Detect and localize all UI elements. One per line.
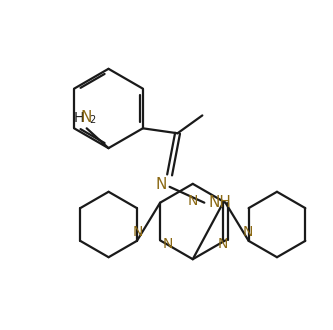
Text: H: H <box>73 111 84 125</box>
Text: N: N <box>156 177 167 192</box>
Text: N: N <box>242 225 253 239</box>
Text: 2: 2 <box>90 115 96 125</box>
Text: N: N <box>163 237 173 251</box>
Text: N: N <box>217 237 228 251</box>
Text: N: N <box>133 225 143 239</box>
Text: N: N <box>187 194 198 208</box>
Text: N: N <box>81 110 92 125</box>
Text: NH: NH <box>208 195 231 210</box>
